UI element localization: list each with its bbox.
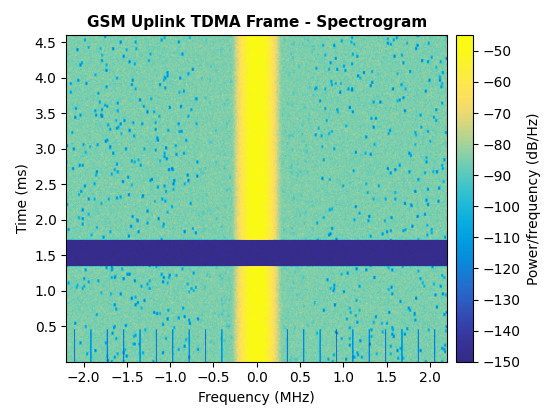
- Y-axis label: Time (ms): Time (ms): [15, 164, 29, 234]
- Y-axis label: Power/frequency (dB/Hz): Power/frequency (dB/Hz): [528, 112, 542, 285]
- X-axis label: Frequency (MHz): Frequency (MHz): [198, 391, 315, 405]
- Title: GSM Uplink TDMA Frame - Spectrogram: GSM Uplink TDMA Frame - Spectrogram: [87, 15, 427, 30]
